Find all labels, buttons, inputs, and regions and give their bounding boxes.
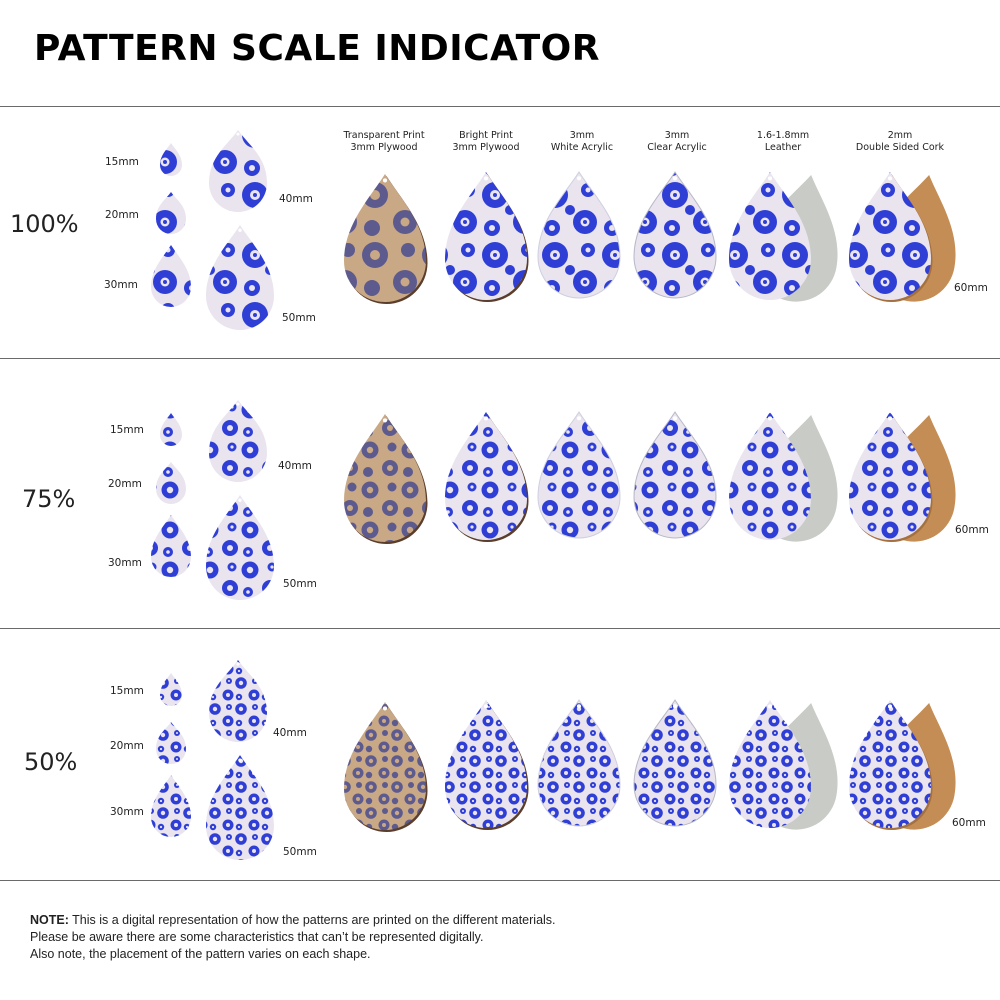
hole-icon: [767, 176, 773, 181]
sample-50mm: [206, 495, 274, 600]
hole-icon: [887, 704, 893, 709]
hole-icon: [238, 498, 242, 502]
hole-icon: [672, 704, 678, 709]
sample-30mm: [151, 245, 191, 307]
sample-30mm: [151, 515, 191, 577]
note: NOTE: This is a digital representation o…: [30, 912, 556, 963]
size-label-20mm: 20mm: [110, 740, 144, 752]
divider: [0, 628, 1000, 629]
size-label-50mm: 50mm: [283, 578, 317, 590]
hole-icon: [887, 176, 893, 181]
sample-leather-front: [729, 700, 811, 828]
sample-leather-back: [755, 174, 838, 302]
size-label-40mm: 40mm: [273, 727, 307, 739]
size-label-15mm: 15mm: [110, 685, 144, 697]
size-label-40mm: 40mm: [279, 193, 313, 205]
sample-30mm: [151, 775, 191, 837]
size-label-15mm: 15mm: [105, 156, 139, 168]
hole-icon: [767, 704, 773, 709]
hole-icon: [483, 416, 489, 421]
size-label-20mm: 20mm: [105, 209, 139, 221]
sample-cork-front: [849, 412, 933, 542]
hole-icon: [236, 132, 240, 136]
sample-transparent-plywood: [344, 174, 428, 304]
size-label-30mm: 30mm: [110, 806, 144, 818]
sample-15mm: [160, 673, 182, 706]
hole-icon: [382, 178, 388, 183]
note-line-1: This is a digital representation of how …: [72, 913, 556, 927]
sample-leather-back: [755, 414, 838, 542]
sample-clear-acrylic: [633, 411, 717, 539]
sample-white-acrylic: [537, 699, 621, 827]
hole-icon: [767, 416, 773, 421]
size-label-50mm: 50mm: [283, 846, 317, 858]
hole-icon: [576, 416, 582, 421]
sample-clear-acrylic: [633, 171, 717, 299]
size-label-40mm: 40mm: [278, 460, 312, 472]
scale-label-50: 50%: [24, 748, 78, 776]
sample-15mm: [160, 143, 182, 176]
size-label-60mm: 60mm: [955, 524, 989, 536]
sample-leather-front: [729, 172, 811, 300]
hole-icon: [483, 704, 489, 709]
page-title: PATTERN SCALE INDICATOR: [34, 28, 601, 69]
size-label-30mm: 30mm: [104, 279, 138, 291]
sample-leather-front: [729, 412, 811, 540]
hole-icon: [238, 758, 242, 762]
sample-20mm: [156, 722, 186, 764]
sample-leather-back: [755, 702, 838, 830]
hole-icon: [236, 662, 240, 666]
material-header: 3mm White Acrylic: [550, 130, 614, 153]
divider: [0, 358, 1000, 359]
divider: [0, 880, 1000, 881]
sample-cork-front: [849, 700, 933, 830]
sample-40mm: [209, 130, 267, 212]
sample-50mm: [206, 755, 274, 860]
size-label-20mm: 20mm: [108, 478, 142, 490]
hole-icon: [483, 176, 489, 181]
note-label: NOTE:: [30, 913, 69, 927]
material-header: Bright Print 3mm Plywood: [452, 130, 520, 153]
sample-white-acrylic: [537, 411, 621, 539]
sample-40mm: [209, 400, 267, 482]
size-label-60mm: 60mm: [952, 817, 986, 829]
note-line-3: Also note, the placement of the pattern …: [30, 947, 371, 961]
sample-transparent-plywood: [344, 702, 428, 832]
hole-icon: [672, 176, 678, 181]
hole-icon: [382, 706, 388, 711]
sample-40mm: [209, 660, 267, 742]
sample-bright-plywood: [445, 412, 529, 542]
sample-cork-back: [873, 702, 956, 830]
hole-icon: [576, 704, 582, 709]
material-header: 1.6-1.8mm Leather: [756, 130, 810, 153]
note-line-2: Please be aware there are some character…: [30, 930, 484, 944]
sample-clear-acrylic: [633, 699, 717, 827]
size-label-15mm: 15mm: [110, 424, 144, 436]
hole-icon: [236, 402, 240, 406]
hole-icon: [576, 176, 582, 181]
hole-icon: [238, 228, 242, 232]
size-label-30mm: 30mm: [108, 557, 142, 569]
size-label-60mm: 60mm: [954, 282, 988, 294]
hole-icon: [382, 418, 388, 423]
sample-cork-front: [849, 172, 933, 302]
sample-white-acrylic: [537, 171, 621, 299]
sample-50mm: [206, 225, 274, 330]
sample-transparent-plywood: [344, 414, 428, 544]
sample-15mm: [160, 413, 182, 446]
sample-bright-plywood: [445, 172, 529, 302]
hole-icon: [672, 416, 678, 421]
scale-label-75: 75%: [22, 485, 76, 513]
material-header: 3mm Clear Acrylic: [647, 130, 707, 153]
size-label-50mm: 50mm: [282, 312, 316, 324]
sample-20mm: [156, 192, 186, 234]
material-header: 2mm Double Sided Cork: [855, 130, 945, 153]
sample-bright-plywood: [445, 700, 529, 830]
hole-icon: [887, 416, 893, 421]
divider: [0, 106, 1000, 107]
scale-label-100: 100%: [10, 210, 79, 238]
sample-20mm: [156, 462, 186, 504]
material-header: Transparent Print 3mm Plywood: [343, 130, 425, 153]
